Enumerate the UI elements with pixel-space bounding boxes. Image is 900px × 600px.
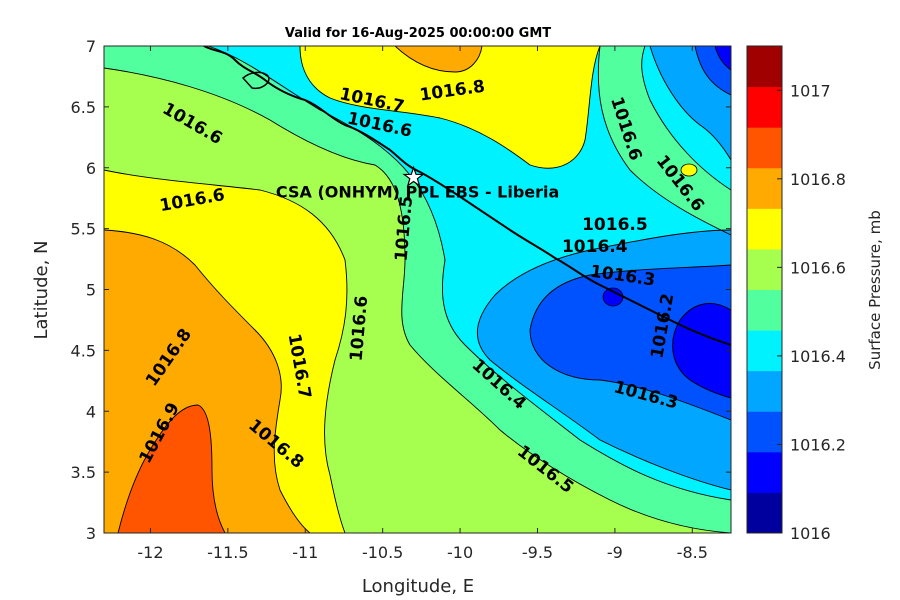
contour-label: 1016.4: [562, 237, 628, 257]
colorbar-segment: [747, 330, 782, 372]
colorbar-ticks: 1016 1016.2 1016.4 1016.6 1016.8 1017: [777, 81, 846, 543]
colorbar-tick-label: 1016.4: [790, 347, 846, 366]
colorbar-segment: [747, 411, 782, 453]
colorbar-tick-label: 1017: [790, 81, 831, 100]
colorbar-segment: [747, 208, 782, 250]
band-1016-8-north-final: [395, 46, 482, 72]
colorbar-frame: [746, 45, 783, 534]
colorbar-segment: [747, 370, 782, 412]
x-tick-label: -11.5: [207, 543, 248, 562]
colorbar-tick-label: 1016.2: [790, 435, 846, 454]
band-1016-7-north-final: [300, 46, 600, 169]
colorbar-segment: [747, 289, 782, 331]
band-1016-5-ne: [598, 46, 731, 235]
colorbar-segment: [747, 46, 782, 88]
colorbar-tick-label: 1016: [790, 524, 831, 543]
map-title: Valid for 16-Aug-2025 00:00:00 GMT: [285, 26, 551, 41]
band-1016-9: [118, 405, 225, 533]
x-tick-label: -11: [292, 543, 318, 562]
x-tick-label: -8.5: [677, 543, 708, 562]
y-tick-label: 6.5: [71, 98, 96, 117]
x-tick-label: -9: [607, 543, 623, 562]
y-tick-label: 5.5: [71, 220, 96, 239]
colorbar-tick-label: 1016.8: [790, 170, 846, 189]
band-1016-5-nw: [104, 46, 281, 120]
x-tick-label: -12: [137, 543, 163, 562]
colorbar-segment: [747, 167, 782, 209]
contour-label: 1016.5: [582, 215, 648, 235]
y-tick-label: 4: [86, 402, 96, 421]
site-star-marker: [402, 165, 425, 188]
y-axis-label: Latitude, N: [31, 241, 52, 340]
site-label: CSA (ONHYM) PPL EBS - Liberia: [276, 182, 559, 201]
colorbar-segment: [747, 451, 782, 493]
y-tick-label: 3: [86, 524, 96, 543]
colorbar-segment: [747, 248, 782, 290]
y-tick-label: 3.5: [71, 463, 96, 482]
y-tick-label: 6: [86, 159, 96, 178]
y-tick-label: 5: [86, 281, 96, 300]
colorbar-segment: [747, 492, 782, 534]
local-high: [680, 163, 698, 177]
x-axis-ticks: -12 -11.5 -11 -10.5 -10 -9.5 -9 -8.5: [137, 46, 708, 562]
band-1016-4-nw: [104, 46, 300, 100]
coastline: [203, 46, 731, 346]
band-1016-1: [672, 46, 731, 398]
contour-lines: [104, 46, 731, 533]
x-tick-label: -10: [447, 543, 473, 562]
y-tick-label: 7: [86, 37, 96, 56]
y-axis-ticks: 3 3.5 4 4.5 5 5.5 6 6.5 7: [71, 37, 731, 543]
colorbar-tick-label: 1016.6: [790, 258, 846, 277]
y-tick-label: 4.5: [71, 341, 96, 360]
x-tick-label: -9.5: [522, 543, 553, 562]
x-axis-label: Longitude, E: [362, 576, 474, 597]
colorbar-label: Surface Pressure, mb: [866, 210, 884, 370]
colorbar-segment: [747, 127, 782, 169]
x-tick-label: -10.5: [362, 543, 403, 562]
coastline-island: [241, 71, 270, 90]
colorbar: [747, 46, 782, 534]
colorbar-segment: [747, 86, 782, 128]
